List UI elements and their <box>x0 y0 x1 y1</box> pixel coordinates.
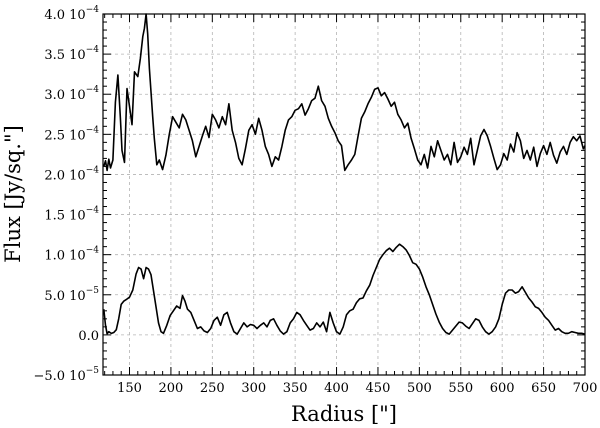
y-tick-label: 2.0 10−4 <box>44 165 99 183</box>
ticks <box>103 13 586 376</box>
y-tick-label: 3.5 10−4 <box>44 45 99 63</box>
lower-flux-profile-line <box>103 243 586 335</box>
plot-frame <box>102 13 586 376</box>
upper-flux-profile-line <box>103 13 586 172</box>
x-tick-label: 450 <box>366 381 391 396</box>
y-tick-label: 5.0 10−5 <box>44 286 99 304</box>
x-tick-label: 350 <box>283 381 308 396</box>
x-tick-label: 250 <box>200 381 225 396</box>
x-tick-label: 700 <box>573 381 598 396</box>
y-tick-label: −5.0 10−5 <box>33 366 99 384</box>
y-tick-label: 2.5 10−4 <box>44 125 99 143</box>
series-group <box>103 13 586 335</box>
x-tick-label: 150 <box>117 381 142 396</box>
y-tick-label: 0.0 <box>78 329 99 344</box>
x-tick-labels: 150 200 250 300 350 400 450 500 550 600 650 700 <box>117 381 597 396</box>
y-tick-labels: −5.0 10−5 0.0 5.0 10−5 1.0 10−4 1.5 10−4 2.0 … <box>33 5 99 384</box>
y-tick-label: 4.0 10−4 <box>44 5 99 23</box>
x-tick-label: 550 <box>448 381 473 396</box>
y-tick-label: 1.5 10−4 <box>44 206 99 224</box>
grid <box>103 14 585 375</box>
x-tick-label: 650 <box>531 381 556 396</box>
x-tick-label: 300 <box>241 381 266 396</box>
y-axis-label: Flux [Jy/sq."] <box>1 125 25 263</box>
x-tick-label: 200 <box>158 381 183 396</box>
y-tick-label: 3.0 10−4 <box>44 85 99 103</box>
x-tick-label: 400 <box>324 381 349 396</box>
x-axis-label: Radius ["] <box>291 402 397 426</box>
x-tick-label: 500 <box>407 381 432 396</box>
y-tick-label: 1.0 10−4 <box>44 246 99 264</box>
x-tick-label: 600 <box>490 381 515 396</box>
